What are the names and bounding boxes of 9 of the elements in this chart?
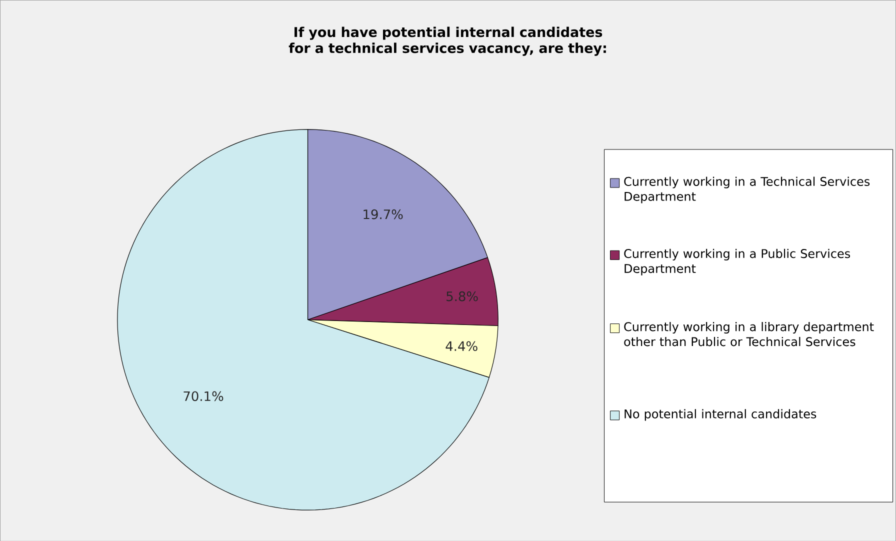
legend-label: Currently working in a Public Services Department <box>624 248 850 276</box>
legend-label: No potential internal candidates <box>624 408 816 421</box>
data-label: 70.1% <box>184 391 224 401</box>
data-label: 5.8% <box>446 291 478 302</box>
data-label: 19.7% <box>364 209 403 220</box>
legend-label: Currently working in a library department other than Public or Technical Services <box>624 322 874 346</box>
data-label: 4.4% <box>446 341 478 351</box>
chart-title: If you have potential internal candidates for a technical services vacancy, are they: <box>288 26 606 56</box>
legend-label: Currently working in a Technical Services Department <box>624 176 870 204</box>
